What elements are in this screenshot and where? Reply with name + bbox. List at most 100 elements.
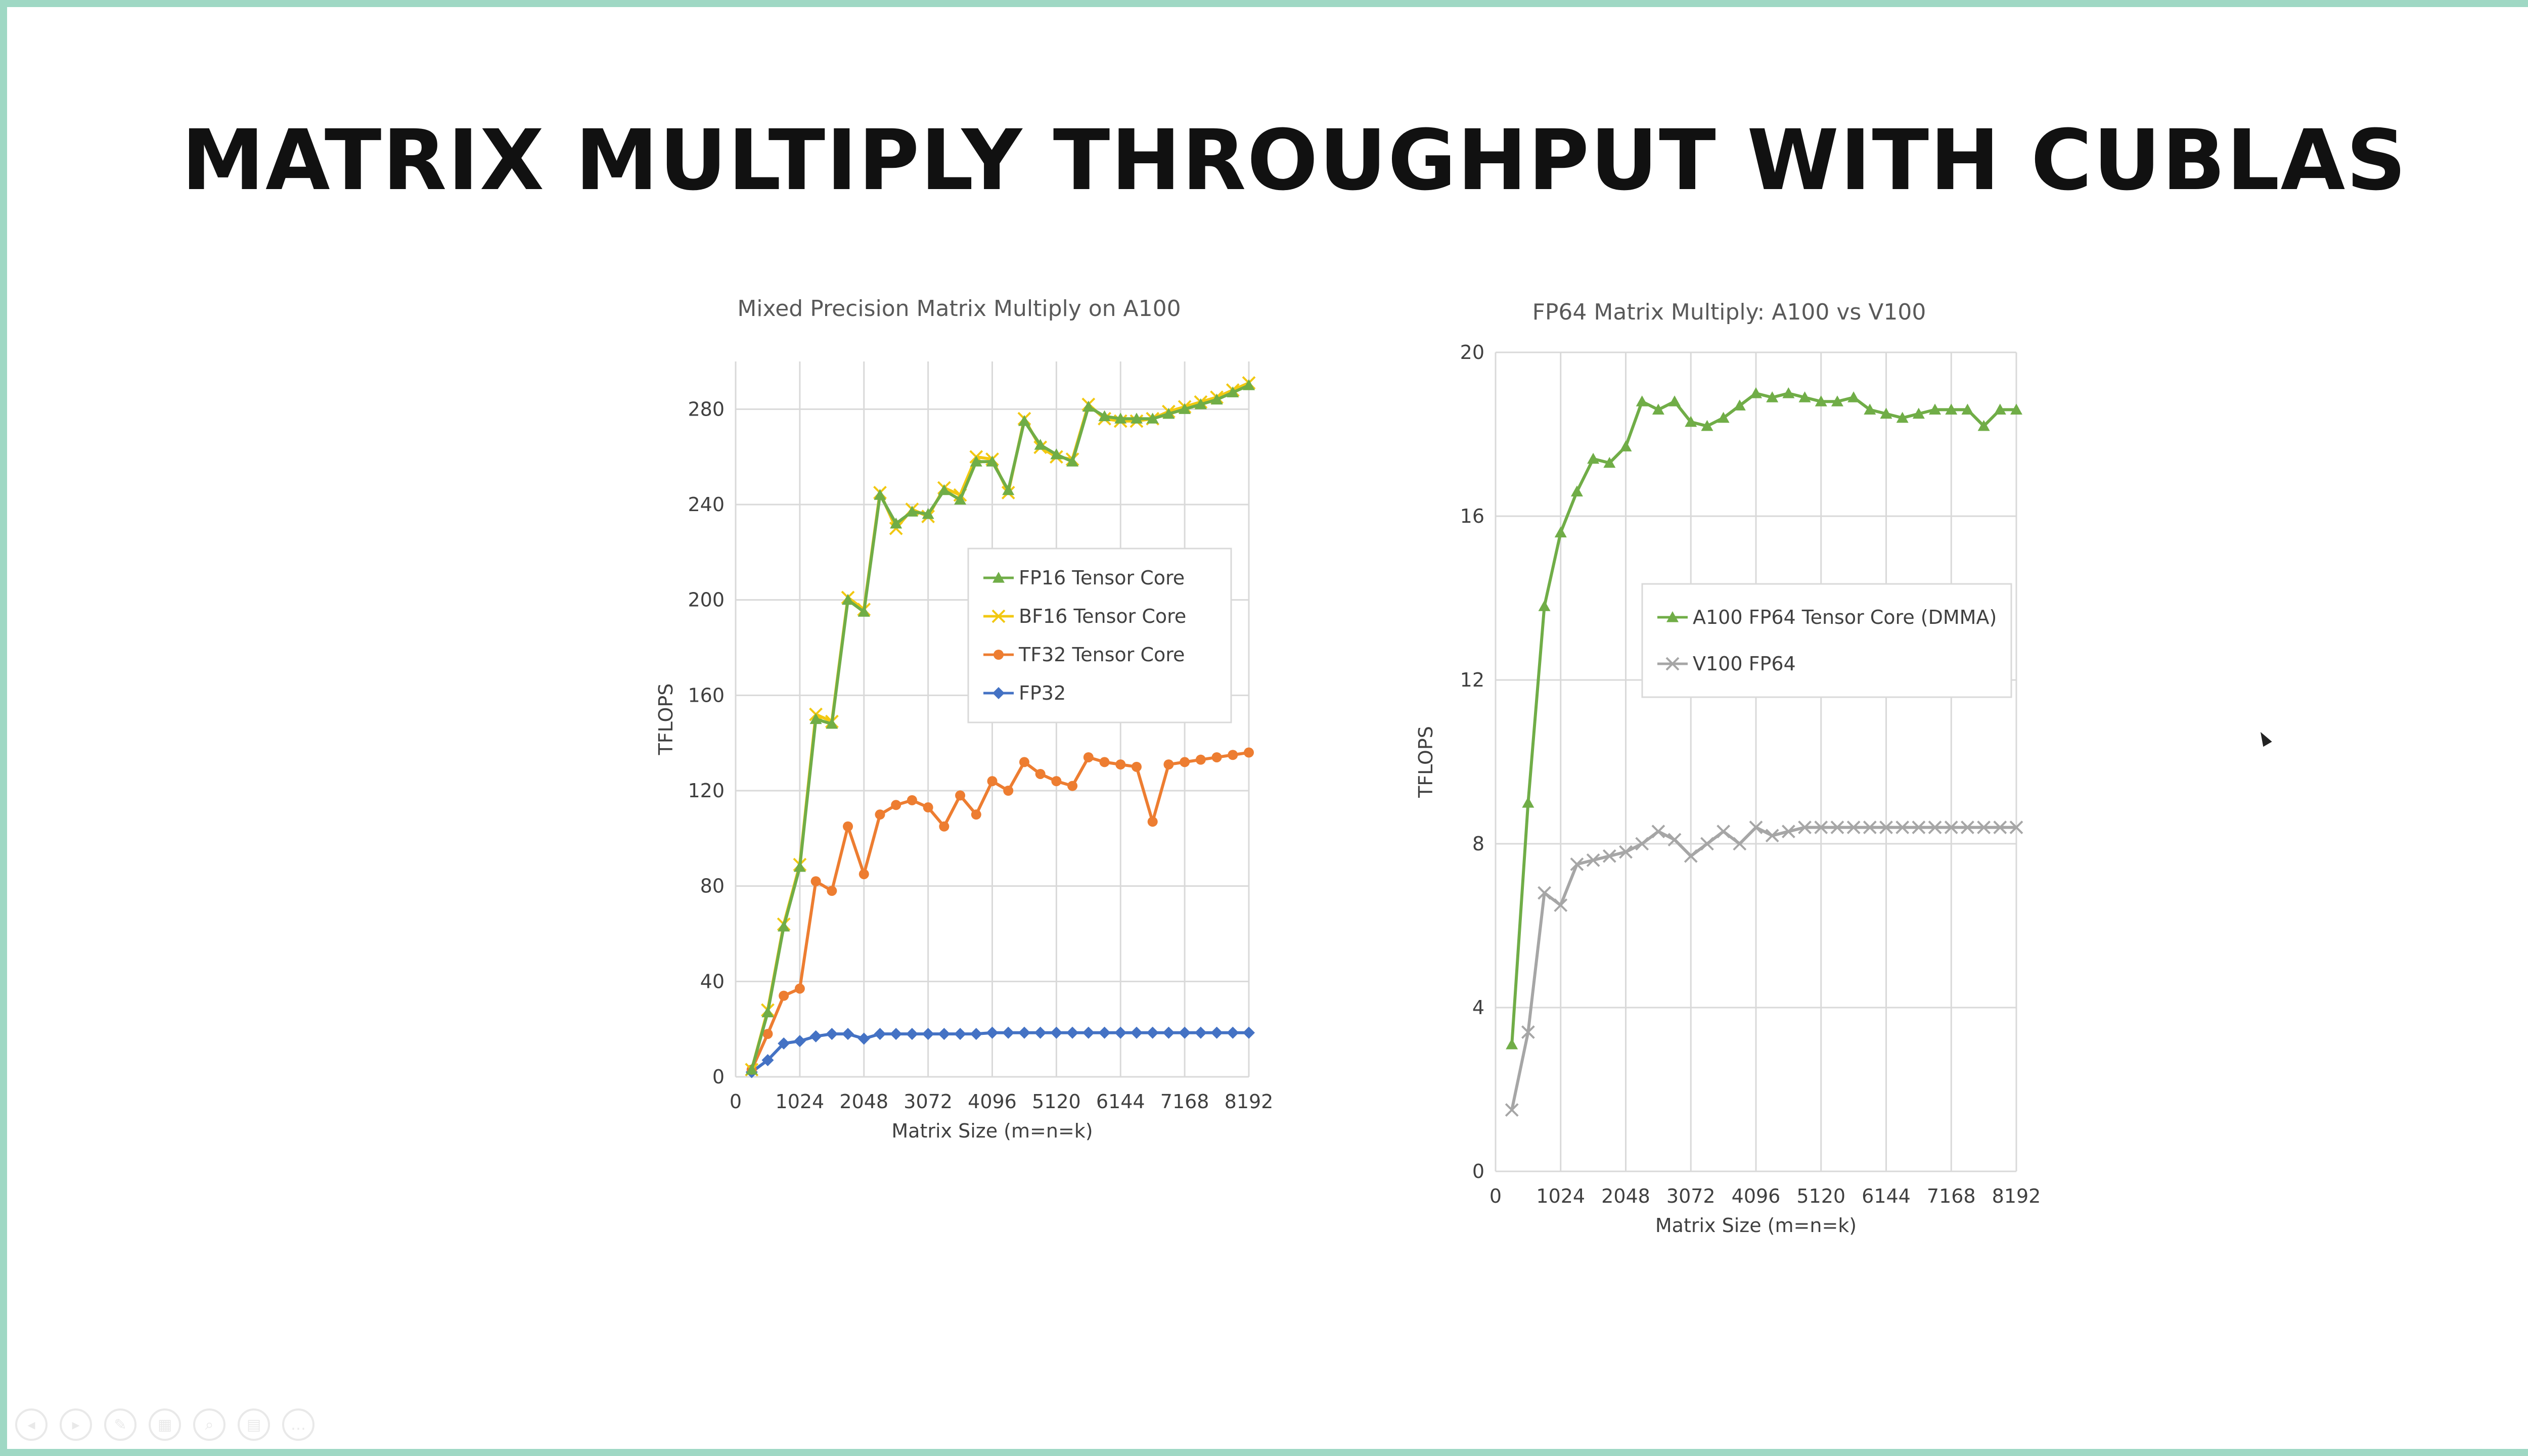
- series-line: [750, 1031, 1249, 1073]
- data-point: [1066, 456, 1079, 467]
- legend-label: FP32: [1019, 682, 1066, 704]
- data-point: [1993, 821, 2007, 835]
- data-point: [1228, 750, 1238, 760]
- data-point: [1099, 757, 1110, 767]
- data-point: [954, 1028, 967, 1040]
- data-point: [1050, 1026, 1063, 1039]
- data-point: [826, 1028, 838, 1040]
- x-tick-label: 8192: [1225, 1090, 1274, 1113]
- data-point: [1210, 1026, 1223, 1039]
- data-point: [1961, 821, 1974, 835]
- data-point: [1066, 1026, 1079, 1039]
- data-point: [1180, 757, 1190, 767]
- data-point: [2009, 821, 2023, 835]
- legend-marker: [1665, 657, 1680, 671]
- legend-box: [1641, 583, 2012, 698]
- legend-marker: [992, 572, 1005, 583]
- series-line: [1510, 392, 2016, 1045]
- data-point: [1815, 395, 1827, 406]
- legend: A100 FP64 Tensor Core (DMMA) V100 FP64: [1641, 583, 2012, 698]
- data-point: [890, 517, 902, 529]
- data-point: [1685, 416, 1697, 427]
- y-axis-label: TFLOPS: [655, 684, 677, 756]
- data-point: [1765, 829, 1779, 843]
- data-point: [842, 594, 854, 605]
- data-point: [1830, 821, 1844, 835]
- data-point: [1194, 398, 1207, 410]
- series-fp32: [745, 1026, 1255, 1078]
- data-point: [970, 1028, 982, 1040]
- data-point: [1945, 403, 1958, 415]
- series-v100-fp64: [1505, 821, 2023, 1117]
- data-point: [987, 776, 998, 787]
- chart-title: Mixed Precision Matrix Multiply on A100: [737, 296, 1181, 322]
- subtitles-icon[interactable]: ▤: [238, 1408, 270, 1441]
- data-point: [1994, 403, 2006, 415]
- data-point: [1684, 849, 1698, 863]
- series-bf16-tensor-core: [745, 376, 1256, 1077]
- legend: FP16 Tensor Core BF16 Tensor Core TF32 Ten…: [967, 548, 1232, 723]
- legend-marker: [994, 650, 1004, 660]
- y-tick-label: 8: [1472, 833, 1484, 855]
- data-point: [874, 1028, 886, 1040]
- data-point: [1035, 768, 1046, 779]
- data-point: [1243, 1026, 1255, 1039]
- data-point: [779, 990, 789, 1001]
- x-tick-label: 3072: [1666, 1185, 1716, 1207]
- data-point: [986, 456, 999, 467]
- data-point: [971, 809, 981, 820]
- data-point: [1635, 837, 1649, 851]
- data-point: [922, 508, 934, 519]
- y-tick-label: 80: [700, 875, 725, 897]
- legend-label: TF32 Tensor Core: [1018, 644, 1185, 666]
- x-tick-label: 3072: [904, 1090, 953, 1113]
- data-point: [2010, 403, 2022, 415]
- data-point: [1895, 821, 1910, 835]
- data-point: [1083, 752, 1094, 762]
- data-point: [906, 1028, 918, 1040]
- data-point: [762, 1029, 773, 1039]
- data-point: [1602, 849, 1616, 863]
- data-point: [761, 1054, 774, 1066]
- zoom-icon[interactable]: ⌕: [193, 1408, 225, 1441]
- x-axis-label: Matrix Size (m=n=k): [1655, 1214, 1857, 1237]
- data-point: [1733, 837, 1747, 851]
- slides-icon[interactable]: ▦: [149, 1408, 181, 1441]
- data-point: [1864, 403, 1876, 415]
- play-icon[interactable]: ▸: [60, 1408, 92, 1441]
- data-point: [842, 1028, 854, 1040]
- fp64-chart: FP64 Matrix Multiply: A100 vs V100 0 4 8 12 1…: [1415, 299, 2041, 1237]
- data-point: [1146, 413, 1159, 424]
- data-point: [891, 800, 901, 810]
- data-point: [1961, 403, 1974, 415]
- data-point: [761, 1006, 774, 1018]
- data-point: [1554, 526, 1567, 537]
- data-point: [857, 606, 870, 617]
- data-point: [1003, 786, 1014, 796]
- pen-icon[interactable]: ✎: [104, 1408, 137, 1441]
- data-point: [1098, 410, 1111, 422]
- data-point: [1244, 747, 1254, 758]
- previous-icon[interactable]: ◂: [15, 1408, 48, 1441]
- data-point: [1651, 825, 1665, 839]
- data-point: [955, 790, 966, 801]
- data-point: [938, 1028, 951, 1040]
- data-point: [1162, 407, 1175, 419]
- data-point: [1782, 387, 1795, 398]
- series-line: [750, 751, 1249, 1071]
- data-point: [1977, 420, 1990, 431]
- legend-item: FP16 Tensor Core: [983, 567, 1185, 589]
- data-point: [1619, 440, 1632, 451]
- more-icon[interactable]: …: [282, 1408, 314, 1441]
- data-point: [1668, 395, 1681, 406]
- data-point: [907, 795, 917, 805]
- data-point: [1538, 886, 1551, 900]
- data-point: [1162, 1026, 1175, 1039]
- data-point: [1750, 387, 1762, 398]
- data-point: [1034, 439, 1047, 450]
- data-point: [1131, 761, 1142, 772]
- data-point: [1227, 386, 1239, 397]
- y-tick-label: 20: [1460, 341, 1484, 363]
- data-point: [1896, 412, 1909, 423]
- data-point: [1082, 1026, 1095, 1039]
